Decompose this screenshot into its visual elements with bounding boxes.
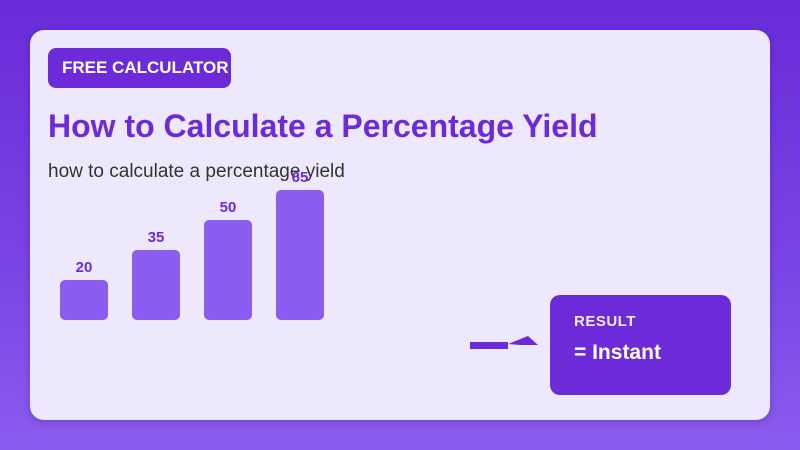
- bar-value-label-1: 20: [76, 259, 93, 276]
- arrow-right-icon: [470, 336, 538, 349]
- bar-chart: 20 35 50 65: [60, 169, 324, 320]
- bar-1: [60, 280, 108, 320]
- bar-value-label-4: 65: [292, 169, 309, 186]
- result-label: RESULT: [574, 313, 636, 330]
- bar-value-label-2: 35: [148, 229, 165, 246]
- bar-value-label-3: 50: [220, 199, 237, 216]
- result-box: RESULT = Instant: [550, 295, 731, 395]
- page-subtitle: how to calculate a percentage yield: [48, 161, 345, 182]
- free-calculator-badge: FREE CALCULATOR: [48, 48, 231, 88]
- bar-3: [204, 220, 252, 320]
- bar-2: [132, 250, 180, 320]
- page-title: How to Calculate a Percentage Yield: [48, 108, 598, 144]
- bar-4: [276, 190, 324, 320]
- result-value: = Instant: [574, 341, 661, 364]
